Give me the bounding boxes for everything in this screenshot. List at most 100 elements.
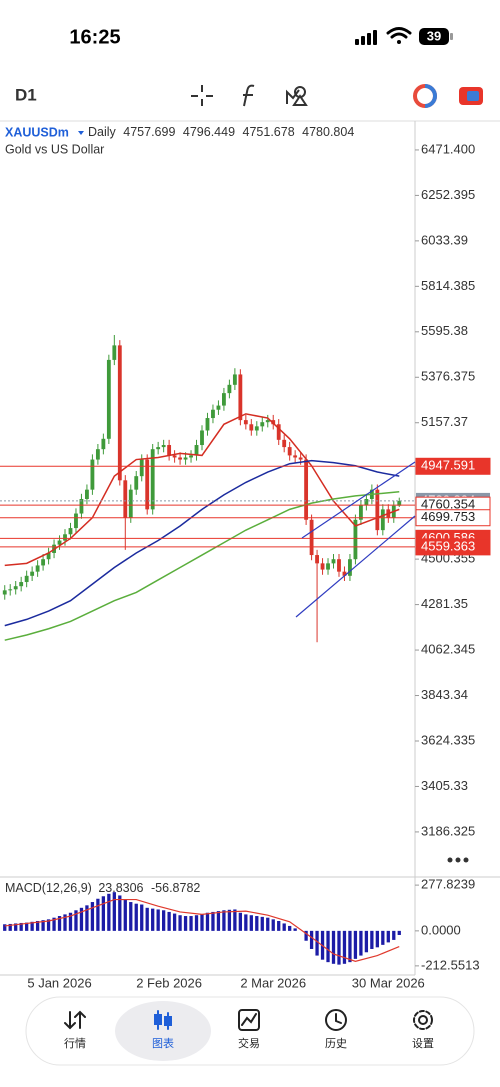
macd-bar bbox=[293, 928, 297, 931]
open-value: 4757.699 bbox=[123, 125, 175, 139]
macd-bar bbox=[200, 914, 204, 931]
macd-bar bbox=[353, 930, 358, 959]
battery-icon bbox=[419, 28, 449, 45]
macd-bar bbox=[172, 913, 177, 931]
candle-body bbox=[331, 559, 336, 564]
history-icon[interactable] bbox=[325, 1009, 347, 1031]
macd-bar bbox=[392, 930, 396, 940]
macd-y-tick-label: -212.5513 bbox=[421, 957, 480, 972]
macd-bar bbox=[79, 907, 84, 931]
macd-bar bbox=[370, 930, 374, 949]
candle-body bbox=[364, 499, 369, 506]
macd-bar bbox=[129, 902, 133, 931]
account-button[interactable] bbox=[413, 84, 437, 108]
candle-body bbox=[63, 534, 67, 541]
macd-bar bbox=[260, 916, 264, 931]
tab-labels: 行情 图表 交易 历史 设置 bbox=[64, 1036, 434, 1050]
macd-bar bbox=[304, 930, 308, 941]
timeframe-button[interactable]: D1 bbox=[15, 85, 37, 104]
macd-bar bbox=[19, 922, 23, 931]
macd-bar bbox=[162, 910, 166, 931]
x-tick-label: 30 Mar 2026 bbox=[352, 975, 425, 990]
macd-bar bbox=[90, 902, 95, 931]
macd-bar bbox=[309, 930, 314, 949]
candle-body bbox=[337, 559, 341, 572]
high-value: 4796.449 bbox=[183, 125, 235, 139]
candle-body bbox=[46, 552, 51, 560]
macd-bar bbox=[277, 920, 281, 931]
macd-bar bbox=[211, 911, 215, 931]
price-level-label: 4699.753 bbox=[421, 509, 475, 524]
close-value: 4780.804 bbox=[302, 125, 354, 139]
candle-body bbox=[271, 420, 276, 425]
x-tick-label: 2 Mar 2026 bbox=[240, 975, 306, 990]
candle-body bbox=[8, 589, 13, 591]
macd-bar bbox=[57, 916, 62, 931]
candle-body bbox=[293, 455, 298, 458]
macd-title: MACD(12,26,9) bbox=[5, 881, 92, 895]
candle-body bbox=[353, 519, 358, 560]
macd-bar bbox=[233, 909, 237, 931]
candle-body bbox=[222, 393, 226, 406]
candle-body bbox=[2, 590, 7, 595]
symbol[interactable]: XAUUSDm bbox=[5, 125, 69, 139]
quotes-icon[interactable] bbox=[64, 1010, 86, 1030]
tab-label[interactable]: 图表 bbox=[152, 1036, 174, 1050]
tab-label[interactable]: 历史 bbox=[325, 1037, 347, 1050]
macd-bar bbox=[123, 899, 127, 931]
signal-icon bbox=[355, 30, 377, 45]
candle-body bbox=[227, 384, 232, 394]
macd-bar bbox=[101, 896, 106, 931]
macd-bar bbox=[194, 915, 199, 931]
candle-body bbox=[19, 582, 24, 587]
trade-button[interactable] bbox=[459, 87, 483, 105]
price-level-tag bbox=[415, 509, 491, 527]
crosshair-button[interactable] bbox=[191, 85, 213, 106]
description: Gold vs US Dollar bbox=[5, 142, 104, 156]
macd-bar bbox=[63, 914, 67, 931]
more-button[interactable] bbox=[447, 857, 469, 863]
candle-body bbox=[282, 439, 287, 448]
signal-value: -56.8782 bbox=[151, 881, 200, 895]
macd-signal bbox=[4, 898, 400, 962]
y-tick-label: 3405.33 bbox=[421, 778, 468, 793]
channel-line bbox=[295, 515, 416, 618]
channel-line bbox=[301, 461, 416, 539]
y-tick-label: 3186.325 bbox=[421, 823, 475, 838]
macd-bar bbox=[337, 930, 341, 965]
drawing-tools-button[interactable] bbox=[286, 86, 308, 106]
y-tick-label: 3843.34 bbox=[421, 687, 468, 702]
price-level-tag bbox=[415, 538, 491, 556]
y-tick-label: 5157.37 bbox=[421, 414, 468, 429]
symbol-dropdown[interactable] bbox=[78, 131, 84, 135]
macd-bar bbox=[107, 893, 111, 931]
moving-average bbox=[4, 490, 400, 641]
settings-icon[interactable] bbox=[418, 1015, 428, 1025]
candle-body bbox=[117, 345, 122, 481]
active-tab-highlight bbox=[115, 1001, 211, 1061]
y-tick-label: 6033.39 bbox=[421, 232, 468, 247]
candle-body bbox=[13, 586, 18, 590]
macd-bar bbox=[326, 930, 330, 963]
candle-body bbox=[123, 480, 128, 518]
macd-bar bbox=[46, 919, 51, 931]
macd-bar bbox=[35, 920, 40, 931]
candle-body bbox=[139, 459, 144, 477]
tab-label[interactable]: 行情 bbox=[64, 1037, 86, 1050]
macd-bar bbox=[359, 930, 363, 956]
candle-body bbox=[74, 513, 78, 529]
tab-label[interactable]: 设置 bbox=[412, 1037, 434, 1050]
macd-bar bbox=[183, 916, 188, 931]
price-axis: 6471.400 6252.395 6033.39 5814.385 5595.38 53… bbox=[415, 141, 491, 972]
candle-body bbox=[172, 455, 177, 458]
macd-bar bbox=[227, 909, 232, 931]
indicators-button[interactable] bbox=[243, 84, 255, 107]
macd-bar bbox=[134, 903, 138, 931]
trade-icon[interactable] bbox=[238, 1009, 260, 1031]
macd-bar bbox=[85, 905, 89, 931]
tab-label[interactable]: 交易 bbox=[238, 1036, 260, 1050]
candle-body bbox=[375, 489, 380, 531]
chart-icon-body bbox=[164, 1016, 172, 1026]
candle-body bbox=[211, 409, 215, 419]
candle-body bbox=[150, 449, 155, 510]
